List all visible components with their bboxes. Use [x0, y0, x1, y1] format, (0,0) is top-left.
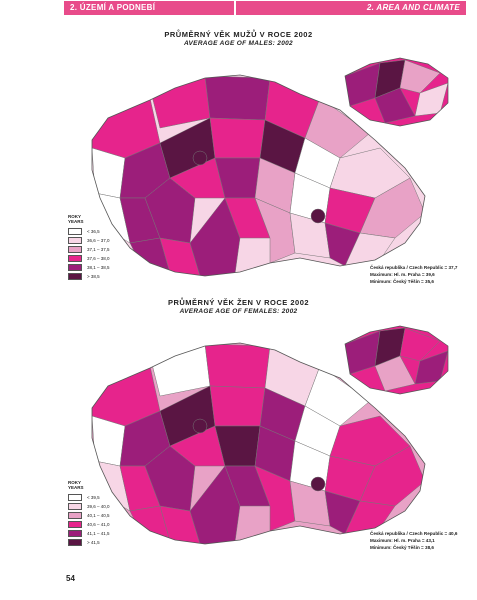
district-region	[254, 465, 296, 532]
district-region	[204, 75, 271, 121]
country-border	[91, 74, 426, 277]
legend-swatch	[68, 228, 82, 235]
legend-swatch	[68, 246, 82, 253]
inset-region	[374, 355, 416, 392]
legend-swatch	[68, 503, 82, 510]
legend-row: > 38,5	[68, 272, 110, 281]
legend-swatch	[68, 512, 82, 519]
legend-title-en: YEARS	[68, 485, 84, 490]
legend-swatch	[68, 530, 82, 537]
map1-title: PRŮMĚRNÝ VĚK MUŽŮ V ROCE 2002	[164, 30, 313, 39]
brno-district	[310, 208, 326, 224]
district-region	[189, 465, 241, 544]
district-region	[204, 343, 271, 389]
stat-minimum: Minimum: Český Těšín = 38,6	[370, 545, 434, 550]
page-number: 54	[66, 574, 75, 583]
legend-label: 37,1 – 37,5	[87, 247, 110, 252]
legend-label: < 36,5	[87, 229, 100, 234]
map2-choropleth	[91, 325, 449, 545]
district-region	[189, 197, 241, 276]
legend-label: > 41,5	[87, 540, 100, 545]
district-region	[159, 505, 201, 544]
legend-row: 40,6 – 41,0	[68, 520, 110, 529]
legend-title-en: YEARS	[68, 219, 84, 224]
map2-title: PRŮMĚRNÝ VĚK ŽEN V ROCE 2002	[167, 298, 310, 307]
legend-row: 40,1 – 40,5	[68, 511, 110, 520]
legend-swatch	[68, 494, 82, 501]
legend-label: 40,1 – 40,5	[87, 513, 110, 518]
legend-title-cz: ROKY	[68, 214, 82, 219]
legend-row: 37,6 – 38,0	[68, 254, 110, 263]
inset-region	[374, 87, 416, 124]
legend-label: 38,1 – 38,5	[87, 265, 110, 270]
district-region	[359, 445, 425, 507]
legend-row: > 41,5	[68, 538, 110, 547]
map1-legend: ROKY YEARS < 36,5 36,6 – 37,0 37,1 – 37,…	[68, 214, 110, 281]
legend-label: 39,6 – 40,0	[87, 504, 110, 509]
map1-choropleth	[91, 57, 449, 277]
chapter-title-en: 2. AREA AND CLIMATE	[236, 1, 466, 15]
district-region	[209, 117, 266, 159]
map2-districts	[92, 343, 425, 544]
legend-row: < 36,5	[68, 227, 110, 236]
district-region	[159, 237, 201, 276]
stat-minimum: Minimum: Český Těšín = 35,6	[370, 279, 434, 284]
legend-title-cz: ROKY	[68, 480, 82, 485]
legend-label: 41,1 – 41,5	[87, 531, 110, 536]
inset-border	[344, 325, 449, 395]
stat-country: Česká republika / Czech Republic = 37,7	[370, 265, 458, 270]
chapter-title-cz: 2. ÚZEMÍ A PODNEBÍ	[64, 1, 234, 15]
legend-swatch	[68, 255, 82, 262]
legend-swatch	[68, 521, 82, 528]
legend-swatch	[68, 273, 82, 280]
inset-border	[344, 57, 449, 127]
legend-swatch	[68, 237, 82, 244]
legend-row: 38,1 – 38,5	[68, 263, 110, 272]
map2-legend: ROKY YEARS < 39,5 39,6 – 40,0 40,1 – 40,…	[68, 480, 110, 547]
page-header: 2. ÚZEMÍ A PODNEBÍ 2. AREA AND CLIMATE	[0, 0, 477, 16]
legend-row: 36,6 – 37,0	[68, 236, 110, 245]
map1-subtitle: AVERAGE AGE OF MALES: 2002	[184, 40, 293, 47]
map1-stats: Česká republika / Czech Republic = 37,7 …	[370, 264, 457, 285]
district-region	[359, 177, 425, 239]
brno-district	[310, 476, 326, 492]
district-region	[144, 445, 196, 512]
legend-row: 39,6 – 40,0	[68, 502, 110, 511]
map2-stats: Česká republika / Czech Republic = 40,6 …	[370, 530, 457, 551]
legend-row: 37,1 – 37,5	[68, 245, 110, 254]
stat-country: Česká republika / Czech Republic = 40,6	[370, 531, 458, 536]
prague-district	[192, 150, 208, 166]
prague-district	[192, 418, 208, 434]
district-region	[254, 197, 296, 264]
district-region	[209, 385, 266, 427]
legend-label: > 38,5	[87, 274, 100, 279]
legend-row: < 39,5	[68, 493, 110, 502]
map2-subtitle: AVERAGE AGE OF FEMALES: 2002	[179, 308, 298, 315]
map2-inset-regions	[345, 326, 448, 394]
legend-label: 40,6 – 41,0	[87, 522, 110, 527]
legend-label: < 39,5	[87, 495, 100, 500]
legend-label: 36,6 – 37,0	[87, 238, 110, 243]
legend-row: 41,1 – 41,5	[68, 529, 110, 538]
district-region	[144, 177, 196, 244]
stat-maximum: Maximum: Hl. m. Praha = 39,6	[370, 272, 435, 277]
map1-inset-regions	[345, 58, 448, 126]
country-border	[91, 342, 426, 545]
stat-maximum: Maximum: Hl. m. Praha = 43,1	[370, 538, 435, 543]
legend-label: 37,6 – 38,0	[87, 256, 110, 261]
legend-swatch	[68, 264, 82, 271]
legend-swatch	[68, 539, 82, 546]
